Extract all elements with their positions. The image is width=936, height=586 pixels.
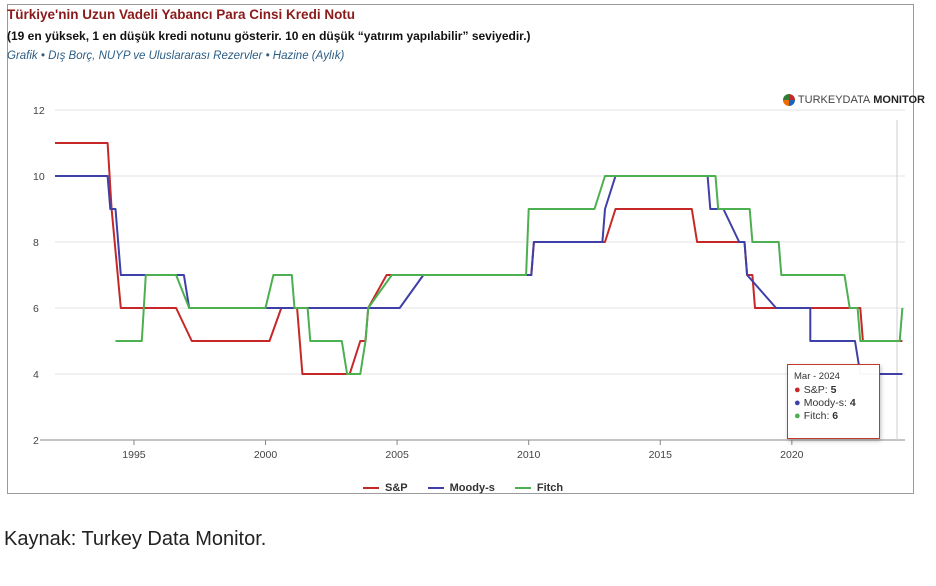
tooltip-value: 4	[849, 397, 856, 409]
source-caption: Kaynak: Turkey Data Monitor.	[4, 528, 267, 550]
x-tick-label-2000: 2000	[254, 449, 278, 461]
legend-swatch	[363, 487, 379, 489]
tooltip-row-fitch: ● Fitch: 6	[794, 410, 879, 423]
tooltip-row-moody-s: ● Moody-s: 4	[794, 397, 879, 410]
chart-tooltip: Mar - 2024 ● S&P: 5 ● Moody-s: 4 ● Fitch: …	[787, 364, 880, 439]
x-tick-label-2015: 2015	[649, 449, 673, 461]
legend-swatch	[514, 487, 531, 489]
legend-item-fitch[interactable]: Fitch	[514, 482, 564, 494]
chart-title: Türkiye'nin Uzun Vadeli Yabancı Para Cin…	[7, 7, 356, 22]
tooltip-bullet-icon: ●	[794, 410, 804, 422]
x-tick-label-2010: 2010	[517, 449, 541, 461]
series-line-s-p	[55, 142, 903, 375]
y-tick-label-8: 8	[33, 237, 39, 249]
tooltip-label: Fitch:	[803, 410, 833, 422]
legend-label: Fitch	[536, 482, 564, 494]
series-line-moody-s	[55, 175, 903, 375]
tooltip-bullet-icon: ●	[794, 397, 804, 409]
legend-swatch	[427, 487, 444, 489]
x-tick-label-2020: 2020	[780, 449, 804, 461]
y-tick-label-12: 12	[33, 105, 45, 117]
legend-item-s-p[interactable]: S&P	[363, 482, 408, 494]
logo-text-part1: TURKEYDATA	[797, 94, 871, 106]
y-tick-label-6: 6	[33, 303, 39, 315]
tooltip-date: Mar - 2024	[794, 371, 840, 382]
x-tick-label-1995: 1995	[122, 449, 146, 461]
chart-frame	[7, 4, 914, 494]
tooltip-row-s-p: ● S&P: 5	[794, 384, 879, 397]
x-tick-label-2005: 2005	[385, 449, 409, 461]
legend-label: S&P	[385, 482, 408, 494]
y-tick-label-2: 2	[33, 435, 39, 447]
tooltip-value: 5	[830, 384, 837, 396]
series-line-fitch	[115, 175, 904, 375]
turkey-data-monitor-logo: TURKEYDATA MONITOR	[782, 94, 925, 106]
chart-legend: S&P Moody-s Fitch	[363, 482, 563, 494]
logo-text-part2: MONITOR	[873, 94, 925, 106]
tooltip-bullet-icon: ●	[794, 384, 804, 396]
legend-item-moody-s[interactable]: Moody-s	[427, 482, 495, 494]
legend-label: Moody-s	[449, 482, 495, 494]
tooltip-label: Moody-s:	[803, 397, 850, 409]
y-tick-label-10: 10	[33, 171, 45, 183]
y-tick-label-4: 4	[33, 369, 39, 381]
logo-icon	[782, 94, 795, 106]
chart-source-line[interactable]: Grafik • Dış Borç, NUYP ve Uluslararası …	[7, 50, 345, 62]
chart-subtitle: (19 en yüksek, 1 en düşük kredi notunu g…	[7, 29, 531, 43]
tooltip-value: 6	[832, 410, 839, 422]
tooltip-label: S&P:	[803, 384, 831, 396]
